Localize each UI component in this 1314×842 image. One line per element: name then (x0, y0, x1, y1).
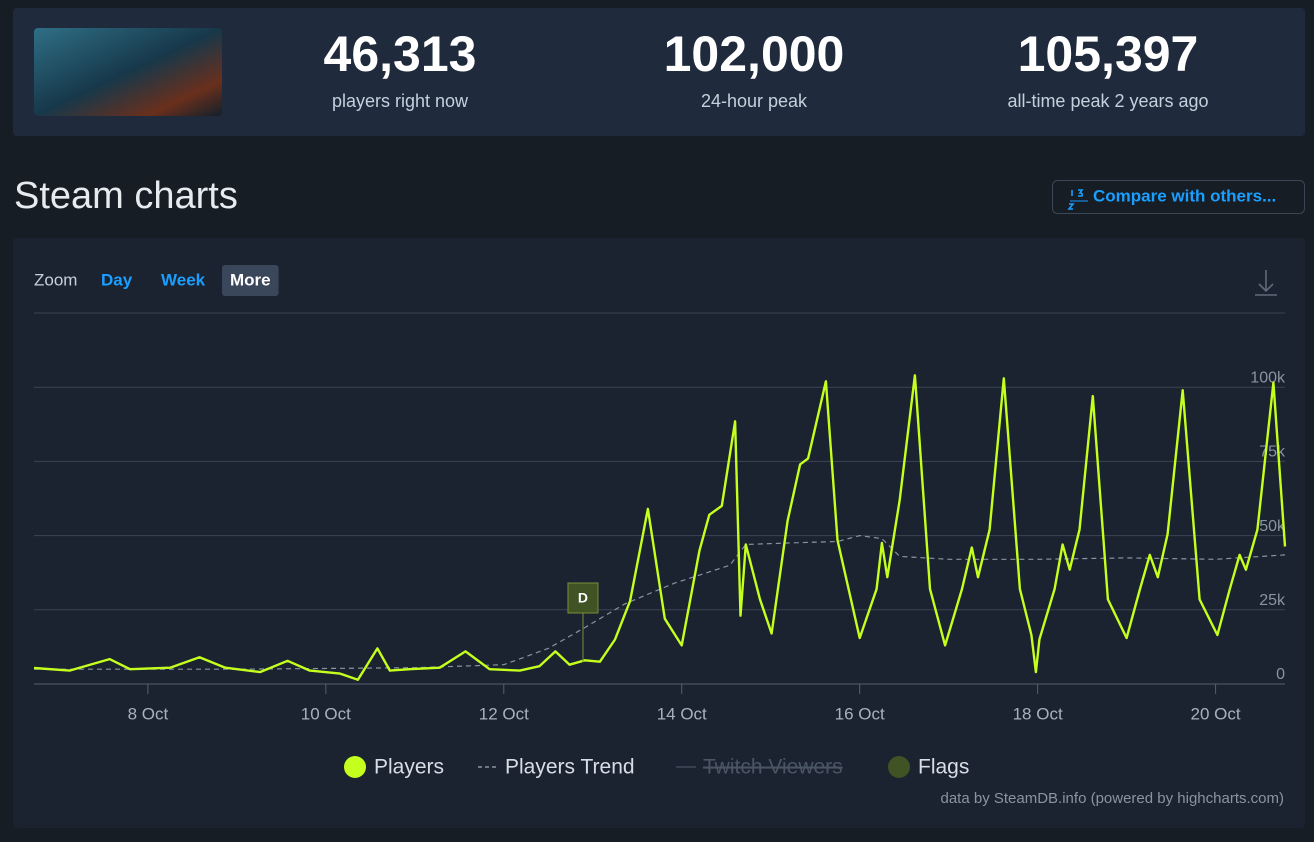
chart-panel (13, 238, 1305, 828)
credits: data by SteamDB.info (powered by highcha… (941, 790, 1285, 807)
button-label: Compare with others... (1093, 186, 1276, 205)
compare-button[interactable]: Compare with others... (1052, 180, 1305, 214)
stat-value: 105,397 (1018, 26, 1199, 82)
trend-line (34, 535, 1286, 670)
x-tick-label: 18 Oct (1013, 704, 1063, 723)
legend-label: Flags (918, 756, 969, 779)
stat-value: 102,000 (664, 26, 845, 82)
x-tick-label: 20 Oct (1191, 704, 1241, 723)
legend-item[interactable]: Flags (888, 756, 969, 779)
stats-card (13, 8, 1305, 136)
zoom-label: Zoom (34, 270, 77, 289)
legend-label: Players (374, 756, 444, 779)
x-tick-label: 12 Oct (479, 704, 529, 723)
legend-item[interactable]: Players (344, 756, 444, 779)
x-tick-label: 10 Oct (301, 704, 351, 723)
plot: 0 25k 50k 75k 100k 8 Oct 10 Oct 12 Oct 14 Oct 16 … (33, 312, 1287, 723)
players-line (33, 374, 1287, 681)
zoom-button[interactable]: Week (161, 270, 206, 289)
zoom-active-bg (222, 265, 279, 296)
x-tick-label: 8 Oct (128, 704, 169, 723)
y-tick-label: 50k (1259, 518, 1286, 535)
stat-label: all-time peak 2 years ago (1007, 91, 1208, 111)
zoom-option: Day (101, 270, 133, 289)
stat-label: players right now (332, 91, 469, 111)
legend-item[interactable]: Players Trend (478, 756, 635, 779)
stat-label: 24-hour peak (701, 91, 808, 111)
download-button[interactable] (1255, 270, 1277, 296)
section-title: Steam charts (14, 175, 238, 217)
zoom-option: More (230, 270, 271, 289)
button-frame (1052, 180, 1305, 214)
y-tick-label: 0 (1276, 666, 1285, 683)
legend-symbol (888, 756, 910, 778)
zoom-button[interactable]: More (222, 265, 279, 296)
x-tick-label: 14 Oct (657, 704, 707, 723)
stat-value: 46,313 (324, 26, 477, 82)
game-thumbnail[interactable] (34, 28, 222, 116)
legend-symbol (344, 756, 366, 778)
legend-label: Players Trend (505, 756, 635, 779)
y-tick-label: 75k (1259, 444, 1286, 461)
flag[interactable] (567, 582, 599, 614)
y-tick-label: 25k (1259, 592, 1286, 609)
zoom-button[interactable]: Day (101, 270, 133, 289)
zoom-option: Week (161, 270, 206, 289)
x-tick-label: 16 Oct (835, 704, 885, 723)
zoom-buttons: Day Week More (101, 265, 279, 296)
legend-item[interactable]: Twitch Viewers (676, 756, 843, 779)
y-tick-label: 100k (1250, 369, 1286, 386)
flag-label: D (578, 590, 588, 606)
legend: Players Players Trend Twitch Viewers Flags (344, 756, 969, 779)
legend-label: Twitch Viewers (703, 756, 843, 779)
compare-icon (1067, 189, 1088, 210)
